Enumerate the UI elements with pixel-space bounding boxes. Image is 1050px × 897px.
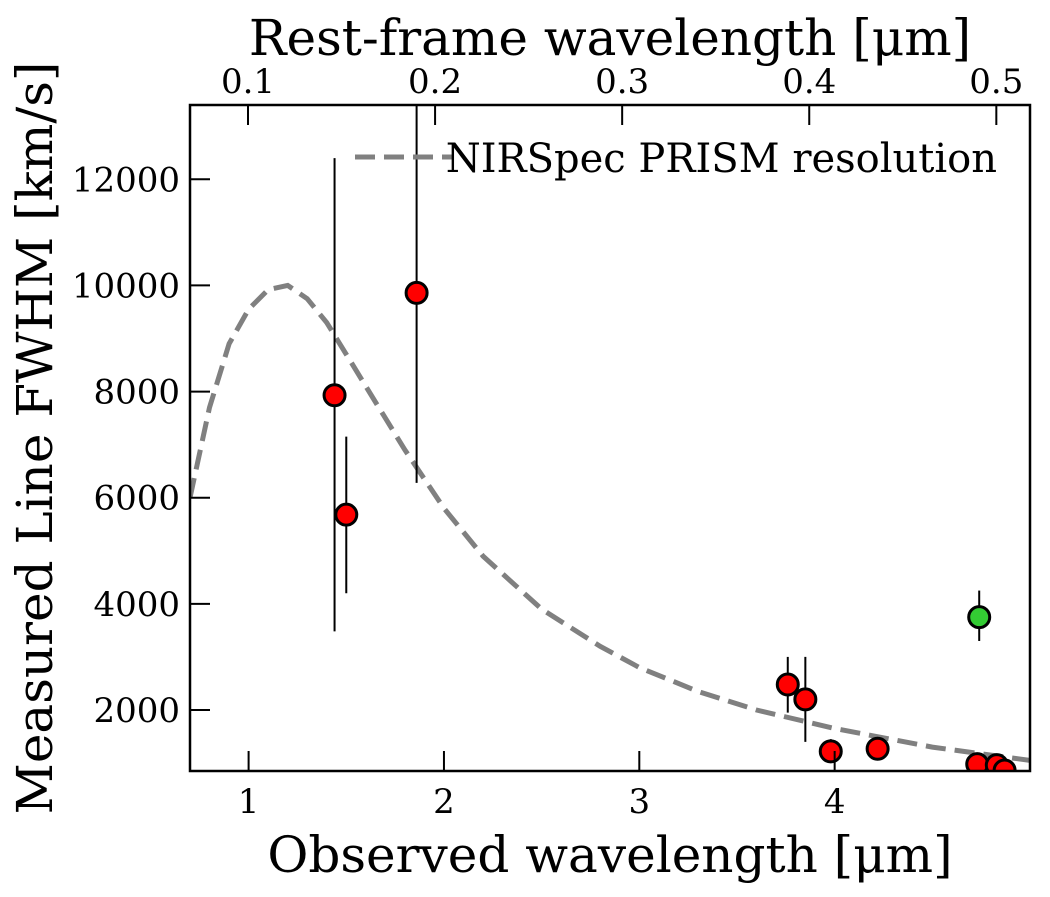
plot-frame [188,103,1032,773]
top-tick-label: 0.5 [969,62,1023,102]
y-tick-label: 2000 [93,691,180,731]
data-point [793,687,818,712]
y-axis-title: Measured Line FWHM [km/s] [6,62,64,815]
data-point [865,736,890,761]
top-tick-label: 0.3 [595,62,649,102]
legend: NIRSpec PRISM resolution [355,136,997,182]
y-tick-label: 10000 [72,266,180,306]
y-tick-label: 6000 [93,479,180,519]
x-tick-label: 4 [824,782,846,822]
top-tick-label: 0.2 [408,62,462,102]
axis-ticks: 1 2 3 4 2000 4000 6000 8000 10000 12000 0.1 0.2 0.3 0… [72,62,1024,822]
top-tick-label: 0.4 [782,62,836,102]
data-point [818,739,843,764]
data-point [322,383,347,408]
x-tick-label: 1 [238,782,260,822]
y-tick-label: 8000 [93,373,180,413]
legend-label: NIRSpec PRISM resolution [446,136,997,182]
data-point [967,605,992,630]
data-point [775,672,800,697]
y-tick-label: 12000 [72,160,180,200]
plot-area [190,105,1030,771]
x-tick-label: 3 [628,782,650,822]
x-axis-title: Observed wavelength [μm] [267,826,952,884]
x-tick-label: 2 [433,782,455,822]
top-tick-label: 0.1 [221,62,275,102]
top-axis-title: Rest-frame wavelength [μm] [249,9,971,67]
data-point [334,502,359,527]
y-tick-label: 4000 [93,585,180,625]
resolution-curve [190,282,1030,763]
data-point [404,280,429,305]
